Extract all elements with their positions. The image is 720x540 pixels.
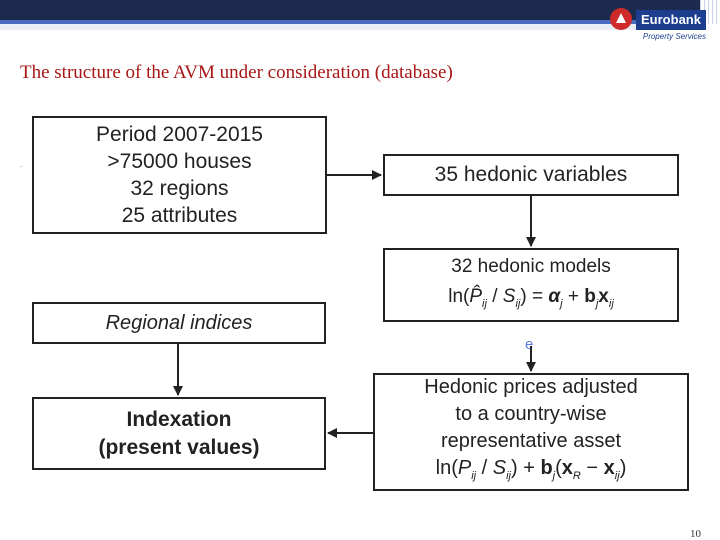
hedonic-models-title: 32 hedonic models (451, 255, 611, 277)
hedonic-variables-box: 35 hedonic variables (383, 154, 679, 196)
page-number: 10 (690, 528, 701, 540)
header-band-dark (0, 0, 700, 20)
hedonic-variables-label: 35 hedonic variables (434, 163, 628, 186)
header-band-light (0, 24, 700, 30)
hedonic-model-formula: ln(P̂ij / Sij) = αj + bjxij (448, 285, 614, 310)
indexation-subtitle: (present values) (98, 435, 260, 459)
hedonic-prices-line2: to a country-wise (455, 403, 607, 425)
data-box: Period 2007-2015 >75000 houses 32 region… (32, 116, 327, 234)
slide-title: The structure of the AVM under considera… (20, 62, 453, 83)
data-attributes: 25 attributes (121, 204, 238, 227)
logo-name: Eurobank (636, 10, 706, 30)
regional-indices-box: Regional indices (32, 302, 326, 344)
logo-subtitle: Property Services (642, 32, 706, 41)
data-period: Period 2007-2015 (96, 123, 263, 146)
indexation-box: Indexation (present values) (32, 397, 326, 470)
stray-glyph: e (525, 336, 534, 353)
logo-mark-icon (610, 8, 632, 30)
hedonic-prices-box: Hedonic prices adjusted to a country-wis… (373, 373, 689, 491)
data-houses: >75000 houses (107, 150, 252, 173)
data-regions: 32 regions (130, 177, 229, 200)
hedonic-prices-formula: ln(Pij / Sij) + bj(xR − xij) (435, 457, 627, 482)
regional-indices-label: Regional indices (105, 311, 253, 334)
header-band-accent (0, 20, 700, 24)
stray-dot: . (20, 160, 23, 169)
hedonic-models-box: 32 hedonic models ln(P̂ij / Sij) = αj + … (383, 248, 679, 322)
indexation-title: Indexation (126, 407, 232, 431)
hedonic-prices-line3: representative asset (440, 430, 622, 452)
hedonic-prices-line1: Hedonic prices adjusted (424, 376, 638, 398)
eurobank-logo: Eurobank Property Services (610, 8, 706, 50)
